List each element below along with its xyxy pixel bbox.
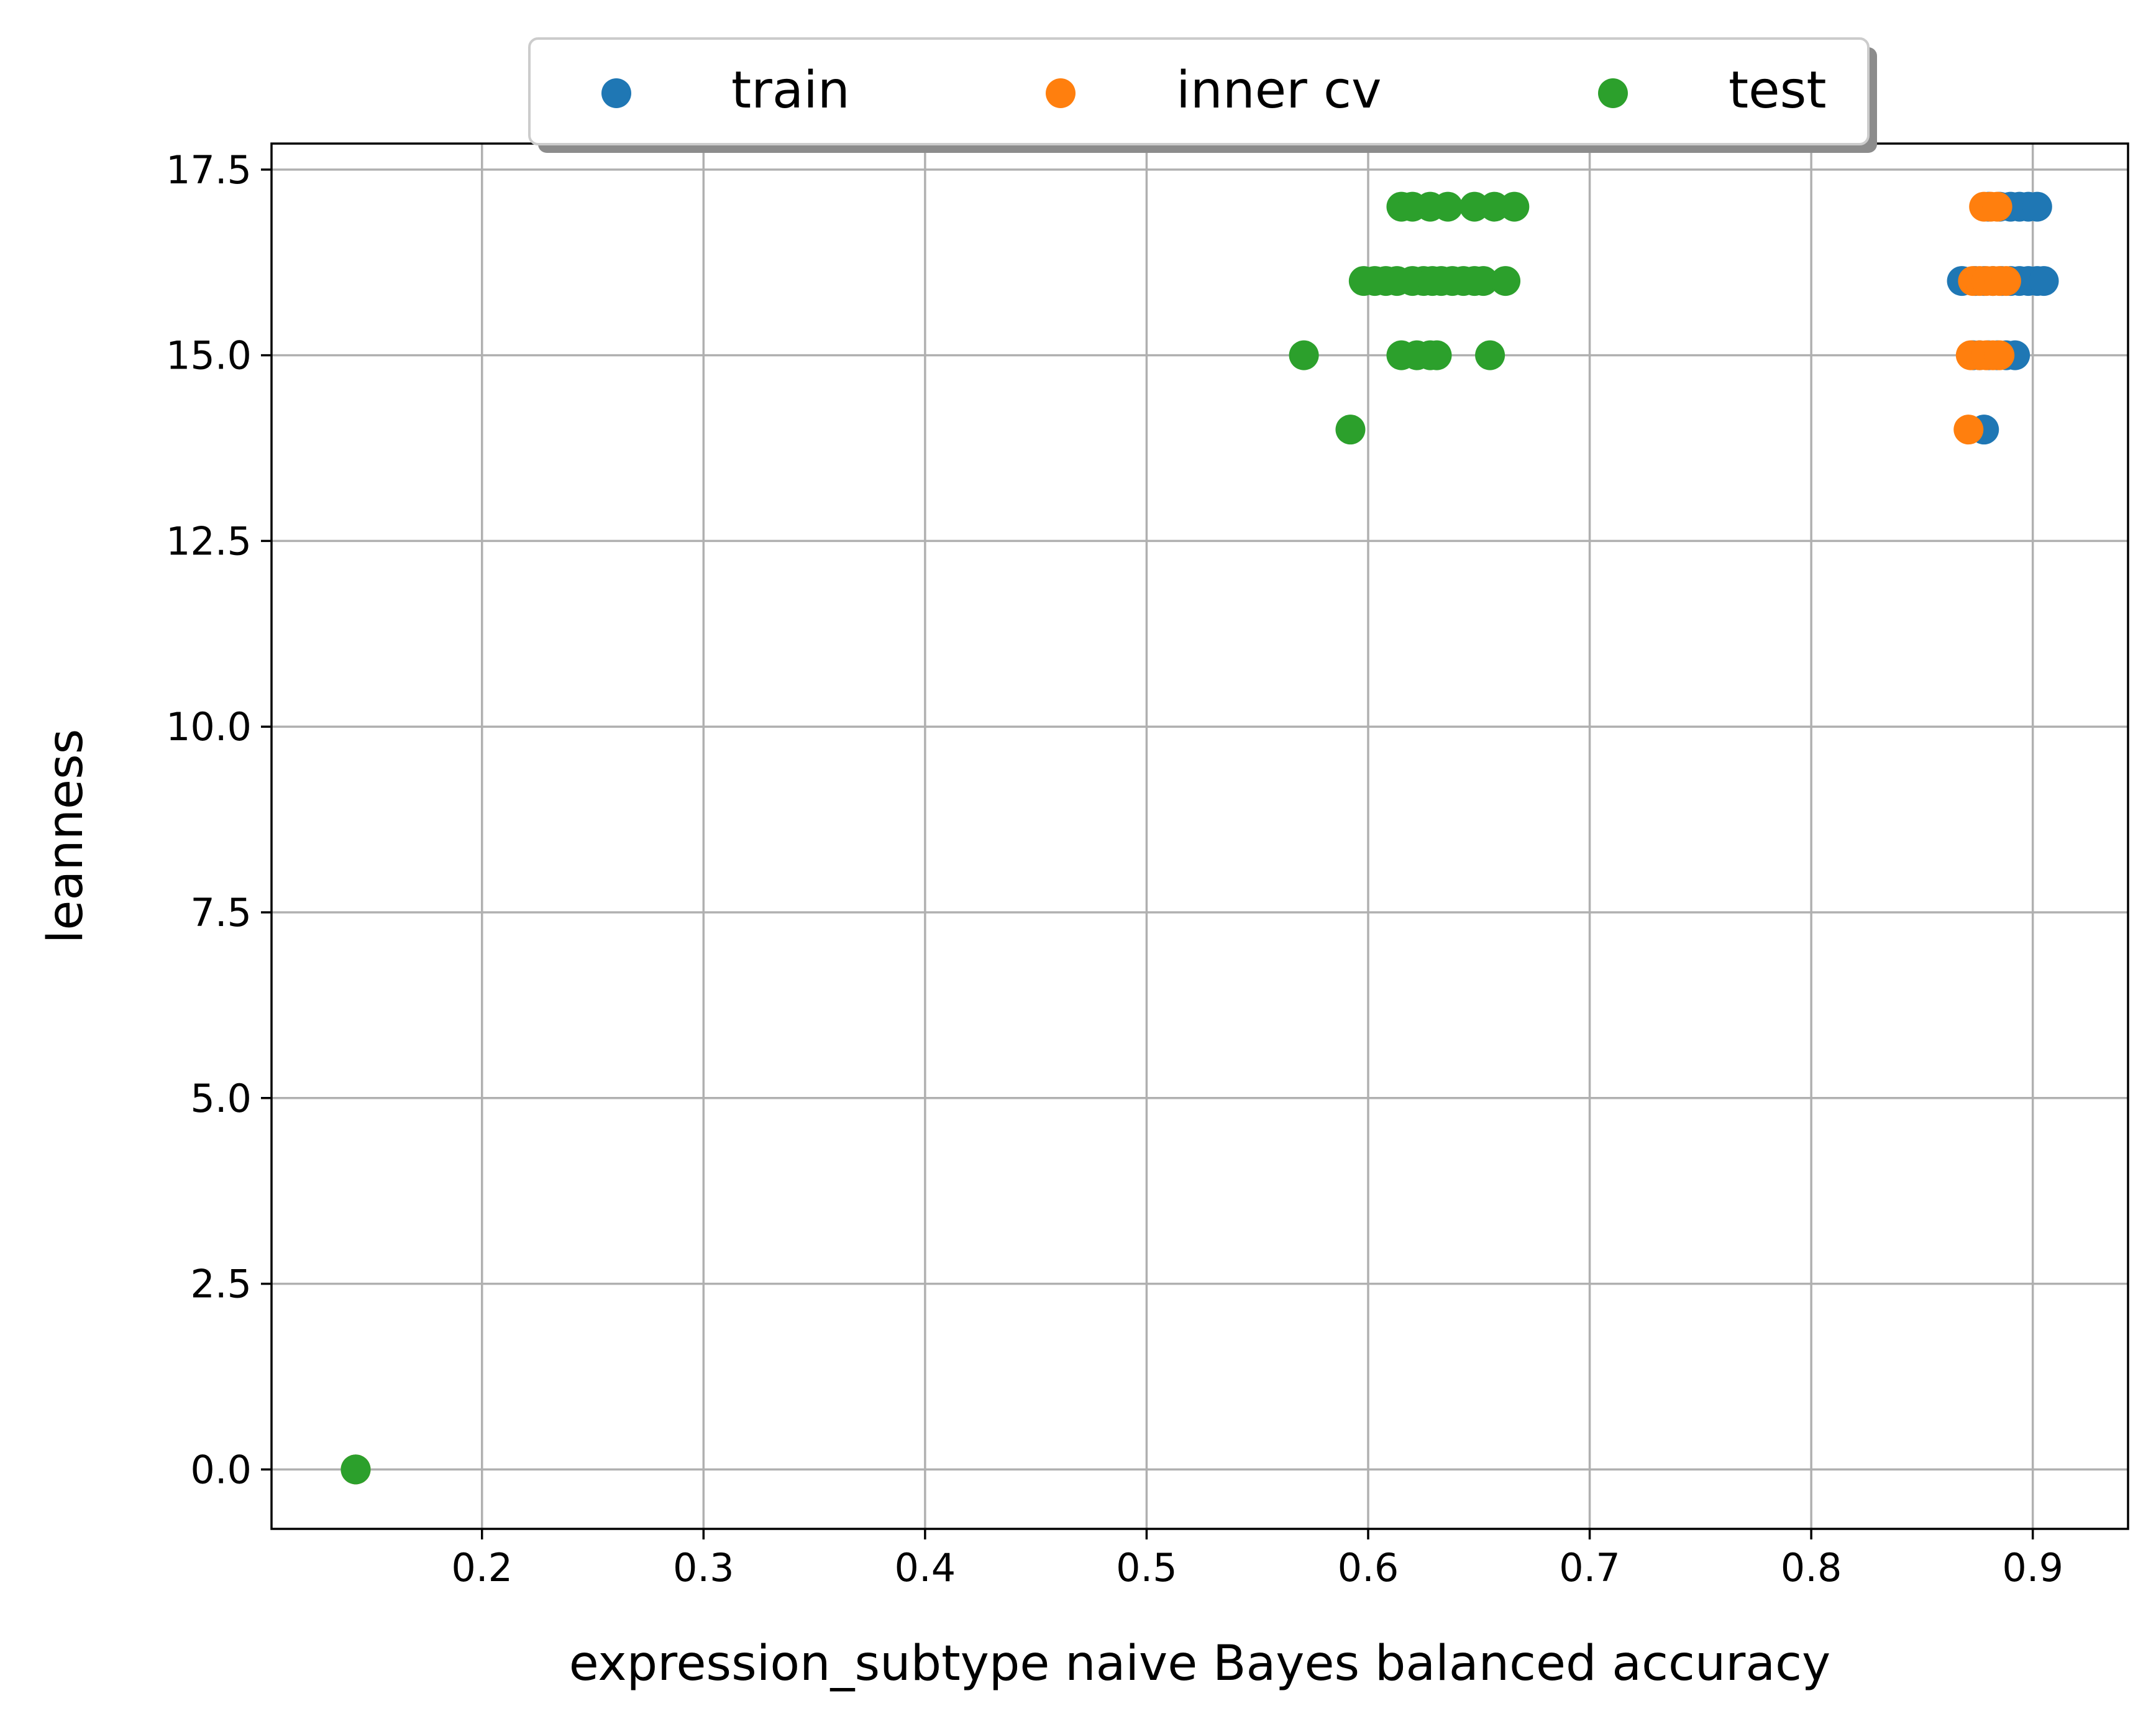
x-tick-label: 0.5: [1116, 1545, 1177, 1590]
y-tick-label: 15.0: [166, 333, 252, 378]
legend: train inner cv test: [528, 37, 1877, 153]
data-points: [340, 191, 2059, 1485]
y-tick-label: 10.0: [166, 704, 252, 750]
legend-marker-inner-cv: [1046, 78, 1076, 108]
y-tick-label: 17.5: [166, 147, 252, 193]
data-point-test: [340, 1454, 371, 1485]
legend-marker-train: [601, 78, 631, 108]
x-tick-label: 0.3: [673, 1545, 734, 1590]
data-point-test: [1475, 340, 1505, 370]
data-point-inner-cv: [1982, 191, 2012, 222]
legend-label-inner-cv: inner cv: [1176, 61, 1382, 120]
data-point-test: [1491, 266, 1521, 296]
data-point-test: [1289, 340, 1319, 370]
y-tick-label: 2.5: [190, 1262, 252, 1307]
grid-lines: [272, 144, 2128, 1529]
y-tick-label: 5.0: [190, 1076, 252, 1121]
legend-label-test: test: [1729, 61, 1826, 120]
legend-marker-test: [1598, 78, 1628, 108]
y-tick-label: 7.5: [190, 890, 252, 935]
x-axis-label: expression_subtype naive Bayes balanced …: [569, 1636, 1830, 1692]
x-tick-label: 0.7: [1559, 1545, 1620, 1590]
data-point-test: [1499, 191, 1530, 222]
axis-ticks: 0.2 0.3 0.4 0.5 0.6 0.7 0.8 0.9 0.0 2.5 5.0 7.5 10.0…: [166, 147, 2063, 1590]
x-tick-label: 0.9: [2002, 1545, 2063, 1590]
data-point-test: [1433, 191, 1463, 222]
x-tick-label: 0.2: [451, 1545, 513, 1590]
data-point-inner-cv: [1985, 340, 2015, 370]
data-point-test: [1468, 266, 1499, 296]
x-tick-label: 0.6: [1338, 1545, 1399, 1590]
y-tick-label: 12.5: [166, 518, 252, 564]
y-axis-label: leanness: [38, 729, 94, 944]
x-tick-label: 0.4: [895, 1545, 956, 1590]
y-tick-label: 0.0: [190, 1447, 252, 1492]
data-point-inner-cv: [1953, 415, 1984, 445]
data-point-inner-cv: [1991, 266, 2021, 296]
legend-label-train: train: [731, 61, 850, 120]
data-point-test: [1335, 415, 1366, 445]
x-tick-label: 0.8: [1781, 1545, 1842, 1590]
data-point-train: [2022, 191, 2052, 222]
data-point-train: [2029, 266, 2059, 296]
data-point-test: [1422, 340, 1452, 370]
legend-box: [528, 37, 1870, 145]
